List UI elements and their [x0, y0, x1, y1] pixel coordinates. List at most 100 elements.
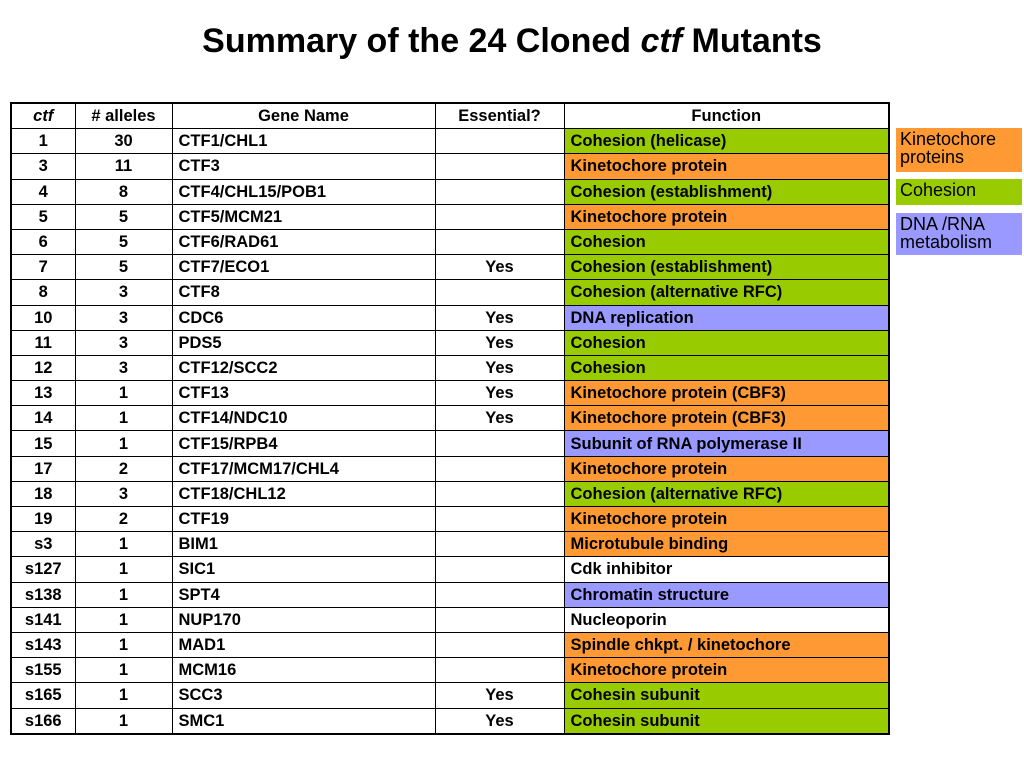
- cell-gene-name: CTF19: [171, 505, 436, 533]
- cell-gene-name: SPT4: [171, 581, 436, 608]
- cell-alleles: 5: [74, 228, 173, 256]
- cell-alleles: 1: [74, 556, 173, 583]
- header-function: Function: [563, 102, 890, 130]
- cell-essential: [434, 657, 565, 684]
- cell-essential: [434, 455, 565, 482]
- cell-alleles: 30: [74, 128, 173, 155]
- cell-gene-name: CDC6: [171, 304, 436, 331]
- cell-alleles: 5: [74, 203, 173, 230]
- cell-ctf: s143: [10, 631, 76, 659]
- mutants-table: ctf # alleles Gene Name Essential? Funct…: [10, 102, 890, 735]
- cell-function: Cohesion (alternative RFC): [563, 480, 890, 508]
- table-row: 7 5 CTF7/ECO1 Yes Cohesion (establishment): [10, 254, 890, 281]
- cell-function: Cohesin subunit: [563, 682, 890, 709]
- cell-ctf: 10: [10, 304, 76, 331]
- cell-gene-name: NUP170: [171, 606, 436, 633]
- cell-ctf: 19: [10, 505, 76, 533]
- cell-gene-name: MCM16: [171, 657, 436, 684]
- cell-ctf: 4: [10, 178, 76, 205]
- cell-alleles: 1: [74, 606, 173, 633]
- header-essential: Essential?: [434, 102, 565, 130]
- cell-alleles: 2: [74, 505, 173, 533]
- cell-essential: Yes: [434, 354, 565, 382]
- cell-alleles: 11: [74, 153, 173, 180]
- cell-function: Subunit of RNA polymerase II: [563, 430, 890, 457]
- cell-function: Kinetochore protein (CBF3): [563, 405, 890, 432]
- cell-ctf: s141: [10, 606, 76, 633]
- cell-essential: [434, 480, 565, 508]
- cell-ctf: 5: [10, 203, 76, 230]
- cell-essential: [434, 631, 565, 659]
- cell-gene-name: CTF4/CHL15/POB1: [171, 178, 436, 205]
- table-row: 5 5 CTF5/MCM21 Kinetochore protein: [10, 203, 890, 230]
- cell-alleles: 3: [74, 304, 173, 331]
- cell-essential: Yes: [434, 329, 565, 356]
- cell-ctf: 14: [10, 405, 76, 432]
- cell-essential: Yes: [434, 380, 565, 407]
- cell-gene-name: CTF7/ECO1: [171, 254, 436, 281]
- cell-alleles: 1: [74, 707, 173, 735]
- cell-alleles: 1: [74, 531, 173, 558]
- table-row: s155 1 MCM16 Kinetochore protein: [10, 657, 890, 684]
- table-header-row: ctf # alleles Gene Name Essential? Funct…: [10, 102, 890, 130]
- cell-function: DNA replication: [563, 304, 890, 331]
- cell-alleles: 8: [74, 178, 173, 205]
- cell-function: Kinetochore protein: [563, 203, 890, 230]
- cell-function: Kinetochore protein: [563, 455, 890, 482]
- table-row: 4 8 CTF4/CHL15/POB1 Cohesion (establishment…: [10, 178, 890, 205]
- cell-ctf: 18: [10, 480, 76, 508]
- cell-alleles: 1: [74, 430, 173, 457]
- cell-essential: [434, 531, 565, 558]
- cell-function: Chromatin structure: [563, 581, 890, 608]
- cell-gene-name: CTF6/RAD61: [171, 228, 436, 256]
- legend-kinetochore: Kinetochore proteins: [896, 128, 1022, 172]
- cell-gene-name: CTF3: [171, 153, 436, 180]
- table-row: 3 11 CTF3 Kinetochore protein: [10, 153, 890, 180]
- page-title: Summary of the 24 Cloned ctf Mutants: [0, 22, 1024, 61]
- cell-essential: [434, 606, 565, 633]
- table-row: 11 3 PDS5 Yes Cohesion: [10, 329, 890, 356]
- cell-alleles: 1: [74, 657, 173, 684]
- table-row: 18 3 CTF18/CHL12 Cohesion (alternative RFC): [10, 480, 890, 508]
- cell-function: Cdk inhibitor: [563, 556, 890, 583]
- cell-gene-name: CTF8: [171, 279, 436, 306]
- cell-alleles: 3: [74, 279, 173, 306]
- cell-ctf: 13: [10, 380, 76, 407]
- table-row: 17 2 CTF17/MCM17/CHL4 Kinetochore protein: [10, 455, 890, 482]
- cell-alleles: 5: [74, 254, 173, 281]
- cell-alleles: 1: [74, 682, 173, 709]
- cell-ctf: 17: [10, 455, 76, 482]
- cell-alleles: 1: [74, 581, 173, 608]
- cell-gene-name: SCC3: [171, 682, 436, 709]
- cell-ctf: s138: [10, 581, 76, 608]
- cell-function: Nucleoporin: [563, 606, 890, 633]
- table-row: 6 5 CTF6/RAD61 Cohesion: [10, 228, 890, 256]
- table-row: s138 1 SPT4 Chromatin structure: [10, 581, 890, 608]
- cell-gene-name: CTF15/RPB4: [171, 430, 436, 457]
- cell-essential: Yes: [434, 682, 565, 709]
- table-row: 12 3 CTF12/SCC2 Yes Cohesion: [10, 354, 890, 382]
- title-italic: ctf: [640, 22, 683, 60]
- table-row: s143 1 MAD1 Spindle chkpt. / kinetochore: [10, 631, 890, 659]
- cell-gene-name: CTF18/CHL12: [171, 480, 436, 508]
- cell-alleles: 1: [74, 631, 173, 659]
- table-row: 1 30 CTF1/CHL1 Cohesion (helicase): [10, 128, 890, 155]
- table-row: s141 1 NUP170 Nucleoporin: [10, 606, 890, 633]
- table-row: 10 3 CDC6 Yes DNA replication: [10, 304, 890, 331]
- cell-function: Cohesion: [563, 354, 890, 382]
- cell-ctf: 6: [10, 228, 76, 256]
- cell-ctf: 7: [10, 254, 76, 281]
- cell-ctf: 3: [10, 153, 76, 180]
- table-row: s165 1 SCC3 Yes Cohesin subunit: [10, 682, 890, 709]
- cell-essential: [434, 556, 565, 583]
- cell-function: Cohesion (helicase): [563, 128, 890, 155]
- title-suffix: Mutants: [682, 22, 822, 60]
- cell-ctf: 8: [10, 279, 76, 306]
- cell-gene-name: MAD1: [171, 631, 436, 659]
- cell-function: Microtubule binding: [563, 531, 890, 558]
- table-row: 15 1 CTF15/RPB4 Subunit of RNA polymerase I…: [10, 430, 890, 457]
- cell-function: Cohesion: [563, 228, 890, 256]
- cell-gene-name: CTF13: [171, 380, 436, 407]
- cell-essential: Yes: [434, 304, 565, 331]
- cell-essential: [434, 203, 565, 230]
